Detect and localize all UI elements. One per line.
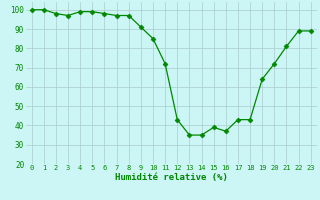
X-axis label: Humidité relative (%): Humidité relative (%) xyxy=(115,173,228,182)
